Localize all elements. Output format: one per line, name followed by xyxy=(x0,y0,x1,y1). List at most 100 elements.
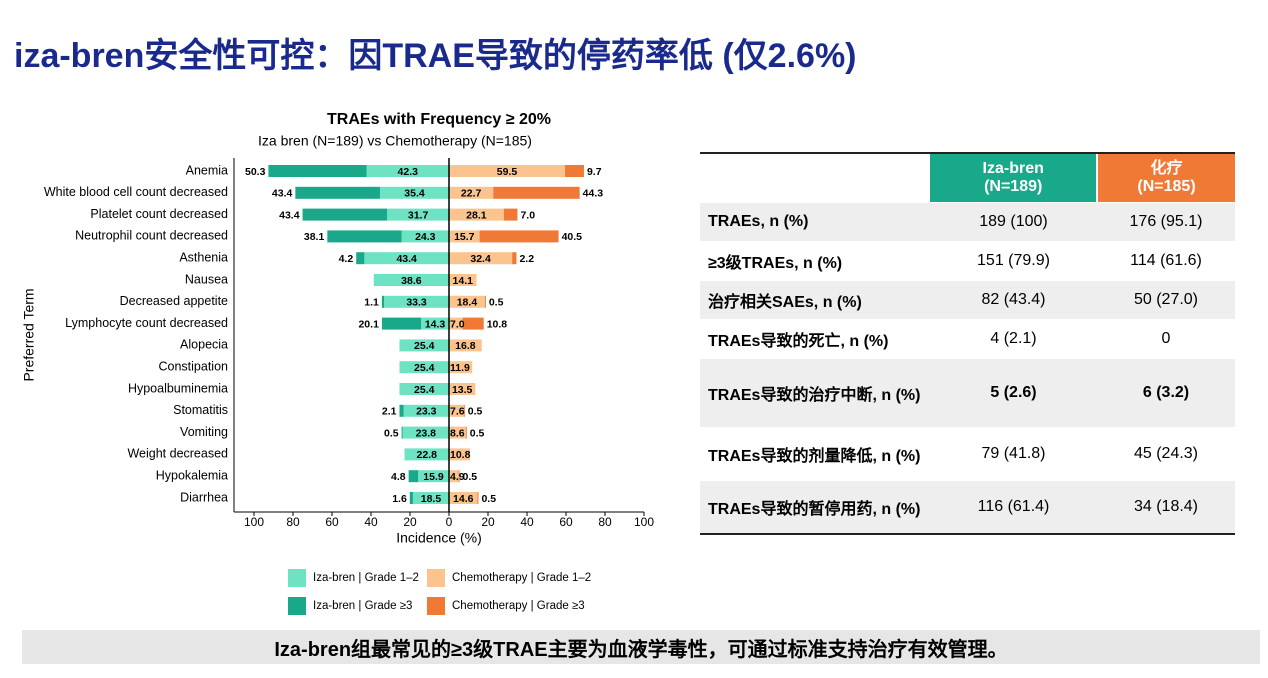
category-label: Neutrophil count decreased xyxy=(75,229,228,243)
category-label: Anemia xyxy=(186,163,228,177)
bar-segment xyxy=(387,208,449,221)
data-label: 0.5 xyxy=(481,493,496,505)
table-cell: 176 (95.1) xyxy=(1129,213,1203,230)
data-label: 4.9 xyxy=(450,471,465,483)
data-label: 25.4 xyxy=(414,384,435,396)
data-label: 7.0 xyxy=(450,318,465,330)
legend-swatch xyxy=(427,569,445,587)
data-label: 35.4 xyxy=(404,188,425,200)
bar-segment xyxy=(401,426,403,439)
x-tick-label: 40 xyxy=(520,515,534,529)
data-label: 16.8 xyxy=(455,340,476,352)
data-label: 24.3 xyxy=(415,231,436,243)
x-tick-label: 0 xyxy=(446,515,453,529)
data-label: 23.3 xyxy=(416,406,437,418)
data-label: 2.1 xyxy=(382,406,397,418)
data-label: 2.2 xyxy=(519,253,534,265)
bar-segment xyxy=(373,274,449,286)
bar-segment xyxy=(493,186,580,199)
x-tick-label: 100 xyxy=(244,515,264,529)
bar-segment xyxy=(449,295,485,308)
bar-segment xyxy=(449,165,566,177)
x-tick-label: 60 xyxy=(559,515,573,529)
legend-label: Iza-bren | Grade 1–2 xyxy=(313,572,419,584)
bar-segment xyxy=(565,165,584,177)
table-cell: 50 (27.0) xyxy=(1133,291,1199,308)
data-label: 43.4 xyxy=(272,188,293,200)
data-label: 7.6 xyxy=(450,406,465,418)
bar-segment xyxy=(484,295,486,308)
x-tick-label: 100 xyxy=(634,515,654,529)
table-cell: TRAEs导致的暂停用药, n (%) xyxy=(708,501,921,518)
category-label: Constipation xyxy=(159,359,229,373)
chart-title: TRAEs with Frequency ≥ 20% xyxy=(327,111,551,128)
table-row: ≥3级TRAEs, n (%) 151 (79.9) 114 (61.6) xyxy=(700,242,1235,281)
data-label: 14.1 xyxy=(453,275,474,287)
header-cell: 化疗 (N=185) xyxy=(1096,154,1235,202)
x-tick-label: 20 xyxy=(481,515,495,529)
header-text: 化疗 xyxy=(1150,160,1183,177)
data-label: 18.4 xyxy=(457,297,478,309)
data-label: 11.9 xyxy=(450,362,470,374)
table-cell: 6 (3.2) xyxy=(1142,384,1190,401)
table-cell: 151 (79.9) xyxy=(977,252,1050,269)
data-label: 0.5 xyxy=(384,427,399,439)
bar-segment xyxy=(412,492,449,504)
legend-label: Iza-bren | Grade ≥3 xyxy=(313,600,412,612)
data-label: 9.7 xyxy=(587,166,602,178)
bar-segment xyxy=(512,252,517,265)
data-label: 4.2 xyxy=(339,253,354,265)
data-label: 50.3 xyxy=(245,166,266,178)
table-cell: TRAEs导致的死亡, n (%) xyxy=(708,333,889,350)
bar-segment xyxy=(381,295,385,308)
bar-segment xyxy=(449,404,464,417)
bar-segment xyxy=(268,165,367,177)
data-label: 1.6 xyxy=(392,493,407,505)
data-label: 14.3 xyxy=(425,318,446,330)
bar-segment xyxy=(401,230,449,243)
table-cell: 116 (61.4) xyxy=(977,498,1050,515)
bar-segment xyxy=(449,339,482,352)
table-cell: 79 (41.8) xyxy=(981,445,1046,462)
bar-segment xyxy=(463,404,465,417)
bar-segment xyxy=(402,426,449,439)
data-label: 0.5 xyxy=(468,406,483,418)
chart: TRAEs with Frequency ≥ 20% Iza bren (N=18… xyxy=(21,111,654,615)
table-row: TRAEs导致的剂量降低, n (%) 79 (41.8) 45 (24.3) xyxy=(700,428,1235,481)
category-label: Weight decreased xyxy=(127,447,228,461)
bar-segment xyxy=(404,448,449,461)
data-label: 40.5 xyxy=(562,231,583,243)
bar-segment xyxy=(458,470,460,483)
data-label: 22.8 xyxy=(417,449,438,461)
bar-segment xyxy=(384,295,449,308)
data-label: 38.6 xyxy=(401,275,422,287)
bar-segment xyxy=(417,470,449,483)
bar-segment xyxy=(356,252,365,265)
bar-segment xyxy=(399,404,404,417)
bar-segment xyxy=(449,361,473,374)
table-row: TRAEs导致的暂停用药, n (%) 116 (61.4) 34 (18.4) xyxy=(700,481,1235,535)
bar-segment xyxy=(449,492,478,504)
data-label: 25.4 xyxy=(414,340,435,352)
bar-segment xyxy=(403,404,449,417)
category-label: Alopecia xyxy=(180,338,228,352)
bar-segment xyxy=(449,317,463,330)
data-label: 43.4 xyxy=(279,209,300,221)
footer: Iza-bren组最常见的≥3级TRAE主要为血液学毒性，可通过标准支持治疗有效… xyxy=(22,630,1260,664)
x-axis-label: Incidence (%) xyxy=(396,530,482,546)
bar-segment xyxy=(379,186,449,199)
x-tick-label: 20 xyxy=(403,515,417,529)
table-cell: 4 (2.1) xyxy=(990,330,1037,347)
data-label: 13.5 xyxy=(452,384,473,396)
legend-label: Chemotherapy | Grade 1–2 xyxy=(452,572,591,584)
data-label: 10.8 xyxy=(487,318,508,330)
data-label: 22.7 xyxy=(461,188,482,200)
data-label: 15.9 xyxy=(423,471,444,483)
table: Iza-bren (N=189) 化疗 (N=185) TRAEs, n (%) 189 … xyxy=(700,152,1235,535)
bar-segment xyxy=(408,470,418,483)
legend-swatch xyxy=(427,597,445,615)
table-cell: TRAEs导致的治疗中断, n (%) xyxy=(708,387,921,404)
bar-segment xyxy=(449,448,471,461)
table-row: TRAEs, n (%) 189 (100) 176 (95.1) xyxy=(700,203,1235,242)
